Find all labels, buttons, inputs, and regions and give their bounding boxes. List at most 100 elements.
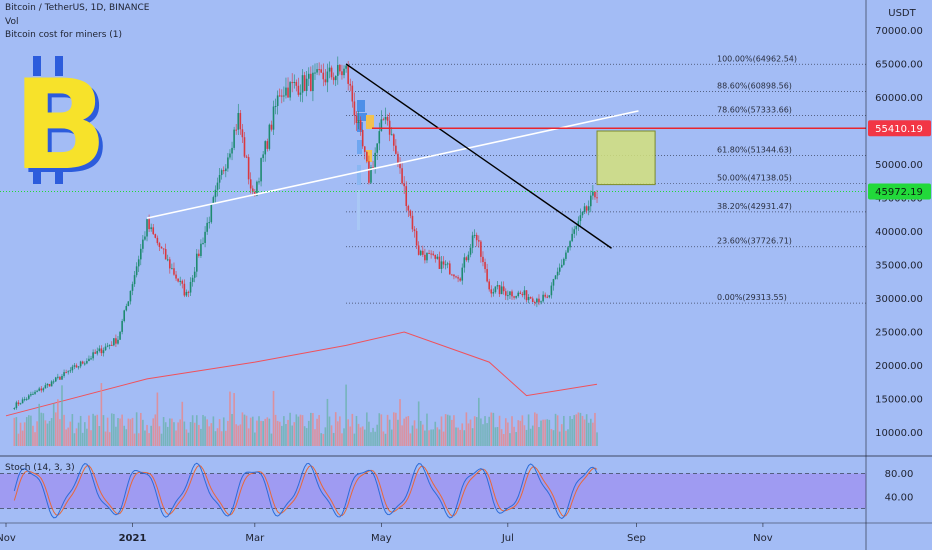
volume-bar-57 [131,417,134,446]
target-zone-box[interactable] [596,130,656,186]
candle-body-56 [129,290,132,302]
fib-label-5: 38.20%(42931.47) [717,202,792,211]
candle-body-44 [104,346,107,351]
candle-body-242 [515,296,517,298]
candle-body-152 [328,67,331,72]
volume-bar-105 [231,413,233,446]
candle-body-140 [303,75,306,91]
volume-bar-38 [92,413,94,446]
stoch-d-line [13,464,598,517]
volume-bar-46 [108,432,111,446]
candle-body-147 [318,69,320,71]
volume-bar-217 [463,430,466,446]
volume-bar-173 [372,427,374,446]
candle-body-174 [374,152,376,168]
candle-body-246 [523,290,526,296]
volume-bar-79 [177,422,179,446]
legend-symbol: Bitcoin / TetherUS, 1D, BINANCE [5,3,150,13]
candle-body-231 [492,292,495,294]
candle-body-103 [227,157,229,169]
candle-body-11 [36,390,38,392]
volume-bar-208 [444,414,447,446]
candle-body-267 [567,247,569,253]
volume-bar-70 [158,426,161,446]
candle-body-46 [108,344,111,346]
candle-body-3 [19,403,22,405]
volume-bar-268 [569,416,571,446]
logo-bar-top-left [33,56,41,76]
candle-body-180 [386,116,389,121]
volume-bar-182 [390,429,393,446]
volume-bar-166 [357,423,360,446]
candle-body-206 [440,261,443,269]
volume-bar-9 [32,425,34,446]
volume-bar-5 [23,422,26,446]
candle-body-200 [428,252,430,254]
volume-bar-248 [527,414,530,446]
volume-bar-4 [21,430,24,446]
candle-body-54 [125,306,128,311]
volume-bar-74 [166,426,169,446]
miner-cost-line [5,331,598,417]
candle-body-268 [569,241,571,248]
volume-bar-281 [596,432,598,446]
candle-body-245 [521,293,524,296]
candle-body-90 [200,243,202,256]
fib-label-6: 23.60%(37726.71) [717,237,792,246]
volume-bar-151 [326,398,329,446]
volume-bar-39 [94,415,96,446]
candle-body-99 [218,175,221,183]
volume-bar-160 [345,384,347,446]
candle-body-163 [351,85,354,102]
candle-body-137 [297,85,300,95]
bitcoin-logo-icon: B B [13,54,112,202]
time-label-5: Sep [627,533,646,544]
candle-body-244 [519,292,522,294]
candle-body-278 [590,195,592,207]
candle-body-14 [42,388,45,391]
volume-bar-220 [469,419,472,446]
volume-bar-134 [291,425,293,446]
candle-body-1 [15,402,18,409]
candle-body-188 [403,183,405,187]
candle-body-262 [556,271,559,276]
volume-bar-114 [249,417,252,446]
candle-body-186 [399,163,401,169]
volume-bar-98 [216,428,219,446]
candle-body-93 [206,222,208,232]
volume-bar-43 [102,415,105,446]
candle-body-211 [451,274,453,276]
candle-body-84 [187,291,190,293]
descending-trendline[interactable] [345,63,612,249]
legend-volume: Vol [5,17,19,27]
candle-body-80 [179,280,181,282]
logo-bar-top-right [55,56,63,76]
volume-bar-164 [353,433,356,446]
volume-bar-191 [409,433,412,446]
volume-bar-99 [218,419,221,446]
candle-body-121 [264,141,267,155]
volume-bar-216 [461,423,464,446]
volume-bar-181 [388,419,391,446]
volume-bar-244 [519,420,522,446]
volume-bar-128 [278,421,281,446]
volume-bar-193 [413,420,416,446]
volume-bar-113 [247,428,250,446]
time-axis[interactable]: Nov 2021 Mar May Jul Sep Nov [0,523,773,544]
candle-body-185 [397,153,399,164]
volume-bar-53 [123,425,126,446]
candle-body-172 [370,167,372,183]
volume-bar-62 [142,419,144,446]
fibonacci-retracement[interactable]: 100.00%(64962.54) 88.60%(60898.56) 78.60%(… [346,54,866,304]
volume-bar-149 [322,433,325,446]
volume-bar-92 [204,416,206,446]
volume-bar-204 [436,427,439,446]
fib-label-7: 0.00%(29313.55) [717,293,787,302]
candle-body-276 [585,206,588,211]
volume-bar-8 [30,415,32,446]
candle-body-45 [106,345,109,347]
candle-body-143 [310,73,312,92]
volume-bar-78 [175,430,177,446]
level-badge-value: 55410.19 [875,124,923,135]
